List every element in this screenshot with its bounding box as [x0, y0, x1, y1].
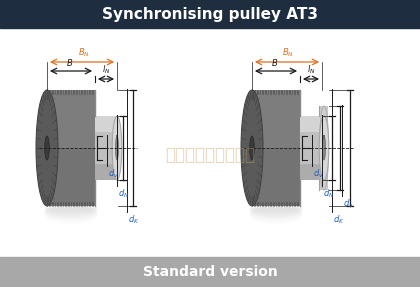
Bar	[47, 90, 95, 100]
Bar	[323, 135, 325, 139]
Text: Standard version: Standard version	[143, 265, 277, 279]
Text: $B_N$: $B_N$	[282, 46, 294, 59]
Ellipse shape	[36, 90, 58, 206]
Bar	[47, 109, 95, 119]
Ellipse shape	[45, 205, 97, 214]
Ellipse shape	[112, 116, 122, 180]
Bar	[319, 106, 328, 190]
Text: $d_v$: $d_v$	[313, 167, 324, 179]
Ellipse shape	[249, 205, 302, 214]
Bar	[252, 148, 300, 158]
Bar	[252, 167, 300, 177]
Bar	[252, 138, 300, 148]
Bar	[252, 187, 300, 196]
Bar	[300, 164, 322, 180]
Ellipse shape	[250, 136, 254, 160]
Ellipse shape	[241, 90, 263, 206]
Bar	[47, 148, 95, 158]
Bar	[116, 135, 118, 139]
Bar	[0, 257, 420, 287]
Text: $l_N$: $l_N$	[102, 63, 110, 76]
Bar	[47, 129, 95, 138]
Bar	[47, 90, 95, 206]
Bar	[95, 164, 117, 180]
Text: $B_N$: $B_N$	[78, 46, 90, 59]
Text: $d_N$: $d_N$	[323, 187, 335, 199]
Bar	[252, 90, 300, 206]
Bar	[252, 177, 300, 187]
Bar	[47, 196, 95, 206]
Bar	[47, 119, 95, 129]
Text: $d_N$: $d_N$	[118, 187, 129, 199]
Ellipse shape	[116, 136, 118, 160]
Ellipse shape	[319, 106, 328, 190]
Bar	[252, 129, 300, 138]
Ellipse shape	[323, 136, 326, 160]
Bar	[95, 116, 117, 180]
Text: $l_N$: $l_N$	[307, 63, 315, 76]
Text: $d_K$: $d_K$	[128, 213, 139, 226]
Bar	[300, 116, 322, 132]
Bar	[47, 138, 95, 148]
Bar	[300, 116, 322, 180]
Ellipse shape	[45, 136, 49, 160]
Bar	[252, 100, 300, 109]
Ellipse shape	[45, 204, 97, 212]
Text: $B$: $B$	[271, 57, 278, 68]
Bar	[47, 100, 95, 109]
Bar	[47, 167, 95, 177]
Bar	[0, 0, 420, 28]
Bar	[47, 177, 95, 187]
Bar	[95, 116, 117, 132]
Text: $d_K$: $d_K$	[333, 213, 344, 226]
Ellipse shape	[319, 116, 329, 180]
Bar	[252, 196, 300, 206]
Bar	[252, 158, 300, 167]
Bar	[252, 90, 300, 100]
Bar	[252, 119, 300, 129]
Text: $d_v$: $d_v$	[108, 167, 119, 179]
Text: Synchronising pulley AT3: Synchronising pulley AT3	[102, 7, 318, 22]
Text: $d_a$: $d_a$	[343, 197, 354, 210]
Bar	[47, 187, 95, 196]
Bar	[47, 158, 95, 167]
Text: $B$: $B$	[66, 57, 74, 68]
Text: 上海汇星传动系统厂: 上海汇星传动系统厂	[165, 146, 255, 164]
Ellipse shape	[249, 204, 302, 212]
Bar	[252, 109, 300, 119]
